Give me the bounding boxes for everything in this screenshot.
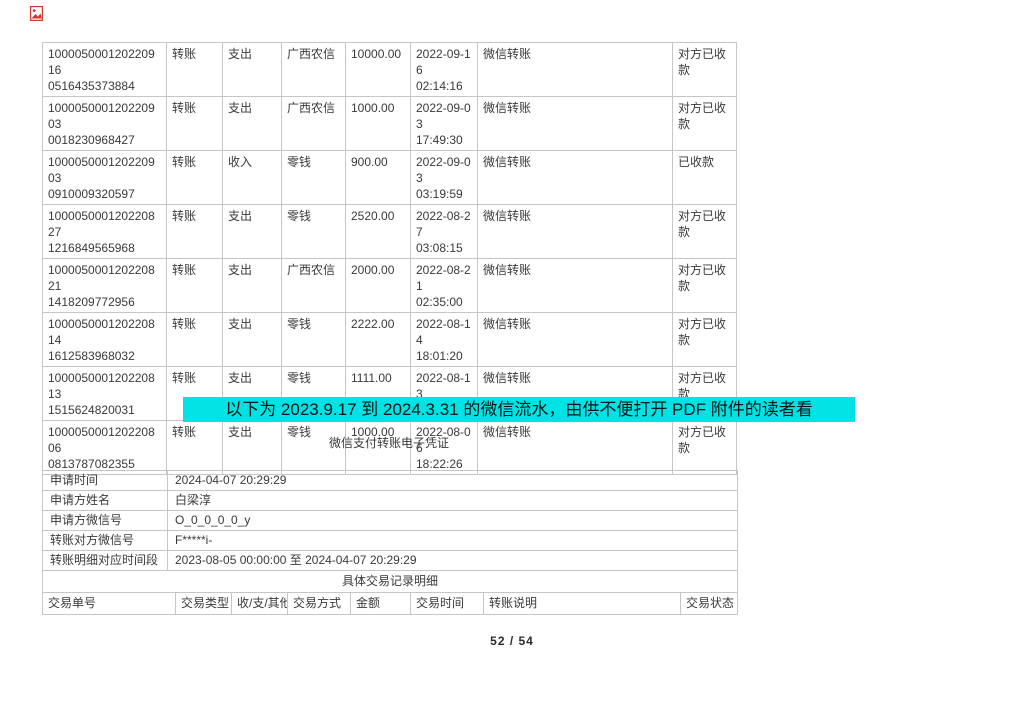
table-cell: 100005000120220821 1418209772956 <box>42 258 167 313</box>
voucher-section: 申请时间 2024-04-07 20:29:29 申请方姓名 白梁淳 申请方微信号 O_0… <box>41 470 739 615</box>
table-cell: 对方已收款 <box>672 312 737 367</box>
table-cell: 10000.00 <box>345 42 411 97</box>
table-cell: 2222.00 <box>345 312 411 367</box>
table-cell: 100005000120220903 0018230968427 <box>42 96 167 151</box>
table-cell: 交易方式 <box>287 592 351 615</box>
table-cell: O_0_0_0_0_y <box>167 510 738 531</box>
detail-section-title: 具体交易记录明细 <box>41 570 739 593</box>
table-row: 100005000120220814 1612583968032 转账 支出 零钱 22… <box>42 312 737 367</box>
transaction-detail-table: 具体交易记录明细 交易单号 交易类型 收/支/其他 交易方式 金额 交易时间 转账说明 交易状… <box>41 570 739 615</box>
table-cell: 白梁淳 <box>167 490 738 511</box>
table-cell: 申请方姓名 <box>42 490 168 511</box>
wechat-transactions-table: 100005000120220916 0516435373884 转账 支出 广西农信… <box>42 42 737 475</box>
table-cell: 100005000120220903 0910009320597 <box>42 150 167 205</box>
table-cell: 广西农信 <box>281 96 346 151</box>
table-cell: 2024-04-07 20:29:29 <box>167 470 738 491</box>
table-row: 100005000120220903 0018230968427 转账 支出 广西农信… <box>42 96 737 151</box>
table-cell: 100005000120220814 1612583968032 <box>42 312 167 367</box>
voucher-info-body: 申请时间 2024-04-07 20:29:29 申请方姓名 白梁淳 申请方微信号 O_0… <box>42 470 738 571</box>
table-cell: 转账 <box>166 42 223 97</box>
table-cell: 2022-08-27 03:08:15 <box>410 204 478 259</box>
table-cell: 2022-09-16 02:14:16 <box>410 42 478 97</box>
table-cell: 交易类型 <box>175 592 232 615</box>
table-cell: 收入 <box>222 150 282 205</box>
table-cell: 2520.00 <box>345 204 411 259</box>
table-row: 100005000120220827 1216849565968 转账 支出 零钱 25… <box>42 204 737 259</box>
table-row: 100005000120220821 1418209772956 转账 支出 广西农信… <box>42 258 737 313</box>
table-cell: 申请方微信号 <box>42 510 168 531</box>
table-cell: 100005000120220827 1216849565968 <box>42 204 167 259</box>
table-cell: 100005000120220916 0516435373884 <box>42 42 167 97</box>
table-cell: 对方已收款 <box>672 258 737 313</box>
table-cell: 100005000120220813 1515624820031 <box>42 366 167 421</box>
table-row: 转账对方微信号 F*****i- <box>42 530 738 551</box>
table-row: 申请方微信号 O_0_0_0_0_y <box>42 510 738 531</box>
table-cell: 2022-08-14 18:01:20 <box>410 312 478 367</box>
table-cell: F*****i- <box>167 530 738 551</box>
highlight-note: 以下为 2023.9.17 到 2024.3.31 的微信流水，由供不便打开 P… <box>183 397 855 422</box>
table-cell: 转账明细对应时间段 <box>42 550 168 571</box>
table-cell: 1000.00 <box>345 96 411 151</box>
transactions-body: 100005000120220916 0516435373884 转账 支出 广西农信… <box>42 42 737 475</box>
table-cell: 支出 <box>222 258 282 313</box>
table-cell: 900.00 <box>345 150 411 205</box>
table-cell: 2023-08-05 00:00:00 至 2024-04-07 20:29:2… <box>167 550 738 571</box>
table-cell: 转账 <box>166 96 223 151</box>
table-row: 100005000120220916 0516435373884 转账 支出 广西农信… <box>42 42 737 97</box>
table-cell: 零钱 <box>281 312 346 367</box>
table-cell: 零钱 <box>281 420 346 475</box>
table-row: 申请时间 2024-04-07 20:29:29 <box>42 470 738 491</box>
voucher-title: 微信支付转账电子凭证 <box>328 436 449 450</box>
table-row: 100005000120220903 0910009320597 转账 收入 零钱 90… <box>42 150 737 205</box>
table-cell: 收/支/其他 <box>231 592 288 615</box>
table-cell: 微信转账 <box>477 96 673 151</box>
detail-section-title-row: 具体交易记录明细 <box>41 570 739 593</box>
page-indicator: 52 / 54 <box>490 634 534 648</box>
table-row: 交易单号 交易类型 收/支/其他 交易方式 金额 交易时间 转账说明 交易状态 <box>42 592 739 615</box>
table-cell: 转账说明 <box>483 592 681 615</box>
table-cell: 对方已收款 <box>672 204 737 259</box>
table-cell: 微信转账 <box>477 150 673 205</box>
voucher-info-table: 申请时间 2024-04-07 20:29:29 申请方姓名 白梁淳 申请方微信号 O_0… <box>42 470 738 571</box>
table-cell: 对方已收款 <box>672 42 737 97</box>
table-cell: 转账 <box>166 258 223 313</box>
table-cell: 交易单号 <box>42 592 176 615</box>
table-cell: 微信转账 <box>477 312 673 367</box>
table-cell: 支出 <box>222 312 282 367</box>
table-cell: 对方已收款 <box>672 96 737 151</box>
table-cell: 微信转账 <box>477 258 673 313</box>
table-cell: 支出 <box>222 204 282 259</box>
table-cell: 转账 <box>166 312 223 367</box>
table-cell: 对方已收款 <box>672 420 737 475</box>
table-cell: 100005000120220806 0813787082355 <box>42 420 167 475</box>
table-cell: 转账对方微信号 <box>42 530 168 551</box>
table-cell: 2000.00 <box>345 258 411 313</box>
table-cell: 支出 <box>222 42 282 97</box>
table-cell: 已收款 <box>672 150 737 205</box>
table-cell: 交易时间 <box>410 592 484 615</box>
table-cell: 交易状态 <box>679 592 739 615</box>
table-cell: 微信转账 <box>477 204 673 259</box>
table-row: 申请方姓名 白梁淳 <box>42 490 738 511</box>
table-cell: 微信转账 <box>477 42 673 97</box>
table-cell: 广西农信 <box>281 42 346 97</box>
table-row: 转账明细对应时间段 2023-08-05 00:00:00 至 2024-04-0… <box>42 550 738 571</box>
table-cell: 2022-08-21 02:35:00 <box>410 258 478 313</box>
table-cell: 转账 <box>166 204 223 259</box>
table-cell: 零钱 <box>281 150 346 205</box>
table-cell: 广西农信 <box>281 258 346 313</box>
table-cell: 转账 <box>166 150 223 205</box>
table-cell: 零钱 <box>281 204 346 259</box>
table-cell: 金额 <box>350 592 411 615</box>
table-cell: 2022-09-03 03:19:59 <box>410 150 478 205</box>
broken-image-icon <box>30 6 43 21</box>
table-cell: 2022-09-03 17:49:30 <box>410 96 478 151</box>
detail-header-body: 交易单号 交易类型 收/支/其他 交易方式 金额 交易时间 转账说明 交易状态 <box>42 592 739 615</box>
table-cell: 支出 <box>222 96 282 151</box>
table-cell: 申请时间 <box>42 470 168 491</box>
